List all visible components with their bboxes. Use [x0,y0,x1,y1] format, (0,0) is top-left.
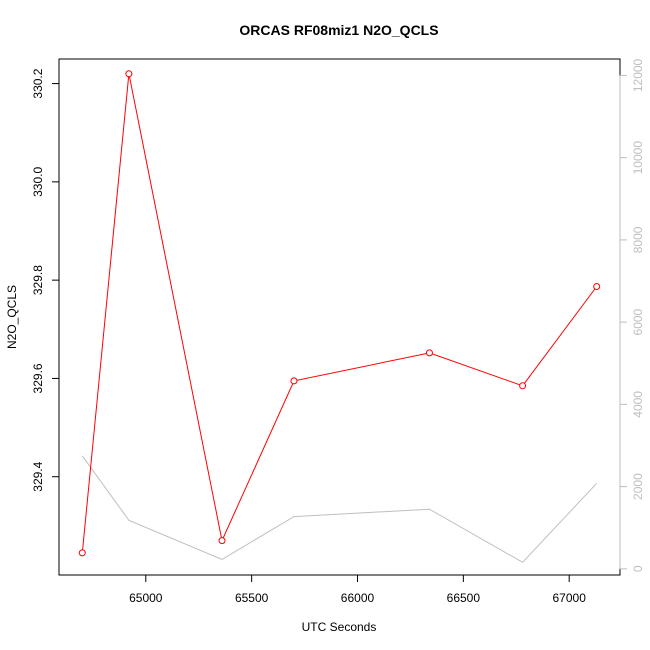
plot-frame [58,58,621,576]
x-axis-label: UTC Seconds [302,620,377,634]
data-point [125,70,133,78]
data-point [519,382,527,390]
y2-tick-label: 0 [631,565,645,572]
data-point [78,549,86,557]
series-layer [78,70,601,563]
y2-tick-label: 2000 [631,473,645,500]
y2-tick-label: 10000 [631,141,645,175]
y2-tick-label: 8000 [631,226,645,253]
data-point [218,537,226,545]
x-tick-label: 65500 [235,591,269,605]
x-tick-label: 66000 [341,591,375,605]
x-tick-label: 65000 [129,591,163,605]
y2-tick-label: 4000 [631,391,645,418]
data-point [290,377,298,385]
series-line-left [81,73,598,553]
y-tick-label: 329.6 [31,363,45,393]
y2-tick-label: 6000 [631,308,645,335]
y-tick-label: 329.4 [31,461,45,491]
data-point [425,349,433,357]
series-line-right [81,455,598,563]
y-axis-label: N2O_QCLS [5,285,19,349]
y2-tick-label: 12000 [631,58,645,92]
y-tick-label: 330.0 [31,167,45,197]
data-point [593,283,601,291]
chart-title: ORCAS RF08miz1 N2O_QCLS [239,22,438,38]
y-tick-label: 329.8 [31,265,45,295]
y-axis-left: 329.4 329.6 329.8 330.0 330.2 [31,68,60,492]
x-axis: 65000 65500 66000 66500 67000 [129,574,587,605]
y-tick-label: 330.2 [31,68,45,98]
y-axis-right: 0 2000 4000 6000 8000 10000 12000 [619,58,645,572]
x-tick-label: 66500 [447,591,481,605]
x-tick-label: 67000 [553,591,587,605]
